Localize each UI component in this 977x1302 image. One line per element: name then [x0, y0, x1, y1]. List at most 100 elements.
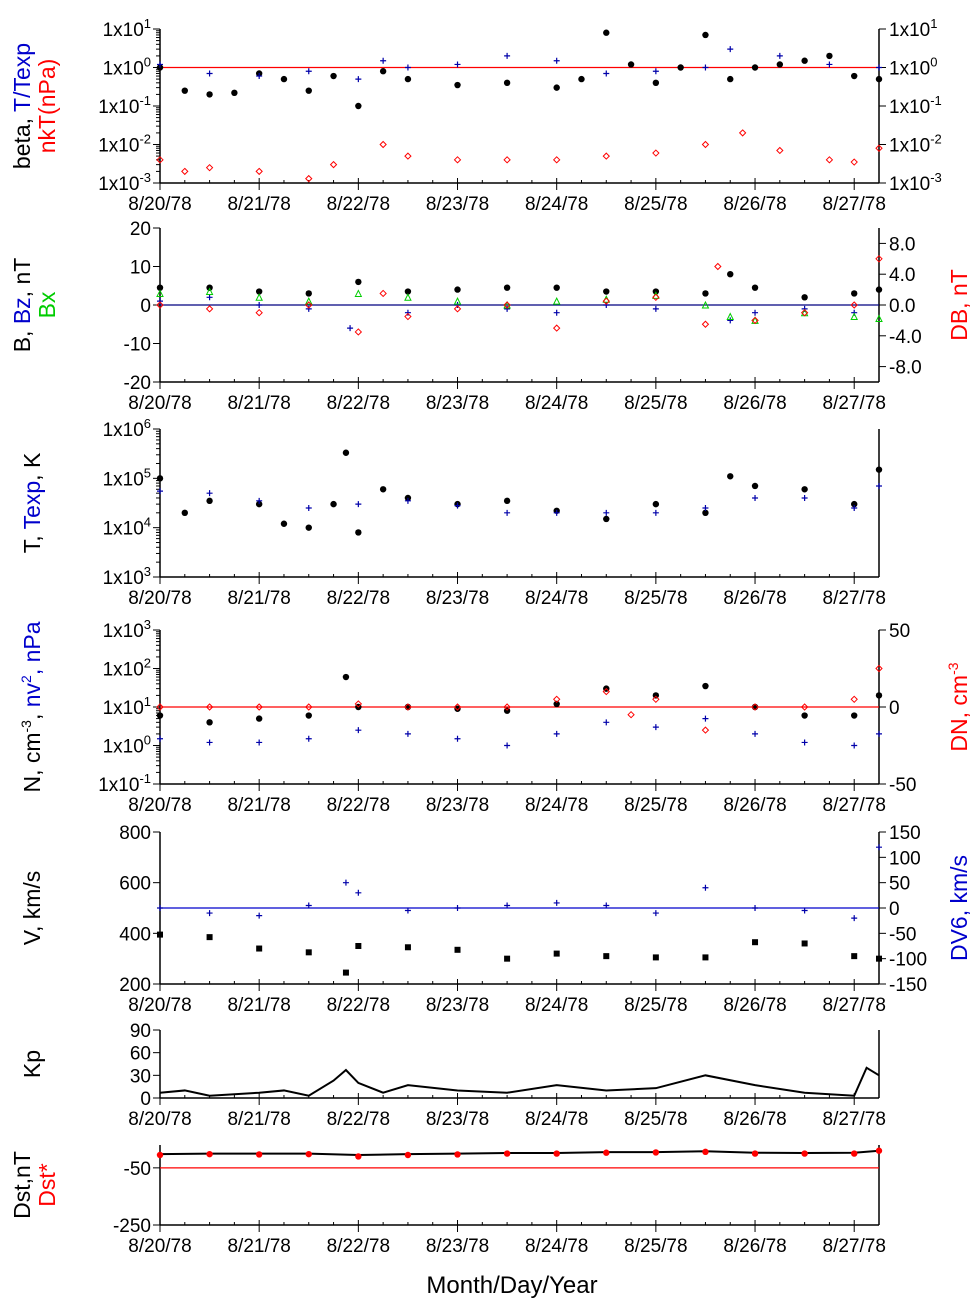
x-tick-label: 8/26/78 — [723, 588, 786, 609]
x-tick-label: 8/20/78 — [128, 1236, 191, 1257]
point-nkT — [379, 140, 387, 149]
point-DN — [751, 703, 759, 711]
x-tick-label: 8/21/78 — [227, 1109, 290, 1130]
point-beta — [801, 57, 808, 64]
point-V — [206, 934, 213, 941]
point-Bz — [157, 298, 163, 305]
point-DB — [205, 305, 214, 313]
point-nkT — [329, 160, 338, 169]
point-DN — [255, 703, 263, 711]
x-tick-label: 8/24/78 — [525, 995, 588, 1016]
y-axis-title: V, km/s — [19, 871, 45, 946]
point-Bx — [156, 289, 164, 297]
y-tick-label: 1x104 — [103, 515, 151, 540]
point-B — [851, 290, 858, 297]
point-T — [379, 486, 387, 493]
point-Bz — [553, 309, 560, 316]
right-tick-label: -100 — [889, 950, 927, 971]
x-tick-label: 8/23/78 — [426, 795, 489, 816]
point-beta — [652, 79, 660, 87]
x-tick-label: 8/27/78 — [823, 588, 886, 609]
point-nkT — [652, 149, 660, 157]
point-nkT — [305, 174, 313, 183]
point-Dst* — [851, 1150, 858, 1157]
series-Kp-line — [159, 1066, 880, 1097]
point-DN — [354, 700, 363, 708]
point-T/Texp — [305, 68, 312, 75]
point-V — [752, 939, 759, 946]
point-V — [454, 946, 461, 953]
x-tick-label: 8/24/78 — [525, 588, 588, 609]
x-tick-label: 8/26/78 — [723, 393, 786, 414]
point-T — [702, 509, 709, 517]
y-tick-label: 1x10-1 — [98, 771, 151, 796]
point-DB — [156, 301, 164, 309]
point-nv2 — [305, 735, 312, 742]
y-tick-label: 1x106 — [103, 416, 151, 441]
point-T — [801, 486, 808, 493]
point-DN — [404, 703, 412, 711]
point-V — [553, 950, 560, 957]
point-N — [751, 703, 759, 711]
point-nkT — [255, 167, 263, 176]
y-tick-label: -250 — [113, 1216, 151, 1237]
point-T/Texp — [504, 52, 511, 59]
point-DN — [552, 695, 561, 704]
point-Texp — [603, 509, 610, 516]
point-B — [875, 286, 883, 293]
y-tick-label: -20 — [124, 373, 151, 394]
point-DV6 — [801, 907, 808, 914]
point-B — [355, 278, 362, 286]
point-nv2 — [355, 727, 362, 734]
point-Dst* — [801, 1150, 808, 1157]
x-tick-label: 8/22/78 — [327, 588, 390, 609]
point-N — [702, 682, 709, 690]
point-N — [156, 712, 164, 719]
x-tick-label: 8/27/78 — [823, 1109, 886, 1130]
point-nv2 — [851, 742, 858, 749]
point-nkT — [181, 167, 189, 176]
point-DV6 — [876, 844, 882, 851]
point-nv2 — [256, 739, 263, 746]
point-T — [603, 515, 610, 523]
point-T/Texp — [603, 70, 610, 77]
point-T/Texp — [355, 76, 362, 83]
panel-speed: 8/20/78 8/21/78 8/22/78 8/23/78 8/24/78 8/25/… — [19, 823, 972, 1016]
x-tick-label: 8/21/78 — [227, 194, 290, 215]
point-T — [727, 473, 734, 480]
x-tick-label: 8/25/78 — [624, 795, 687, 816]
point-Texp — [157, 488, 163, 495]
y-axis-title: Dst,nT — [9, 1151, 35, 1219]
x-tick-label: 8/27/78 — [823, 1236, 886, 1257]
point-N — [652, 692, 660, 699]
point-beta — [181, 87, 188, 94]
point-beta — [875, 75, 883, 83]
point-Bx — [850, 312, 859, 321]
x-tick-label: 8/24/78 — [525, 393, 588, 414]
right-tick-label: 4.0 — [889, 265, 915, 286]
point-DV6 — [652, 910, 659, 917]
point-beta — [603, 29, 610, 36]
panel-density: 8/20/78 8/21/78 8/22/78 8/23/78 8/24/78 8/25/… — [18, 617, 972, 816]
point-nv2 — [752, 730, 759, 737]
point-Bz — [752, 309, 759, 316]
point-Bz — [504, 305, 511, 312]
y-tick-label: 1x103 — [103, 617, 151, 642]
point-T/Texp — [652, 68, 659, 75]
point-nkT — [602, 152, 610, 160]
point-Texp — [702, 505, 709, 512]
point-T — [503, 497, 511, 505]
panel-dst: 8/20/78 8/21/78 8/22/78 8/23/78 8/24/78 8/25/… — [9, 1145, 886, 1257]
point-nv2 — [876, 730, 882, 737]
point-B — [603, 288, 610, 295]
point-T — [330, 500, 337, 508]
point-nkT — [738, 129, 747, 137]
point-nkT — [156, 156, 164, 164]
point-beta — [280, 75, 288, 83]
point-T/Texp — [380, 57, 387, 64]
point-V — [851, 953, 858, 960]
point-Texp — [504, 509, 511, 516]
point-nkT — [453, 156, 462, 164]
point-Bz — [256, 302, 263, 308]
point-B — [702, 290, 709, 297]
